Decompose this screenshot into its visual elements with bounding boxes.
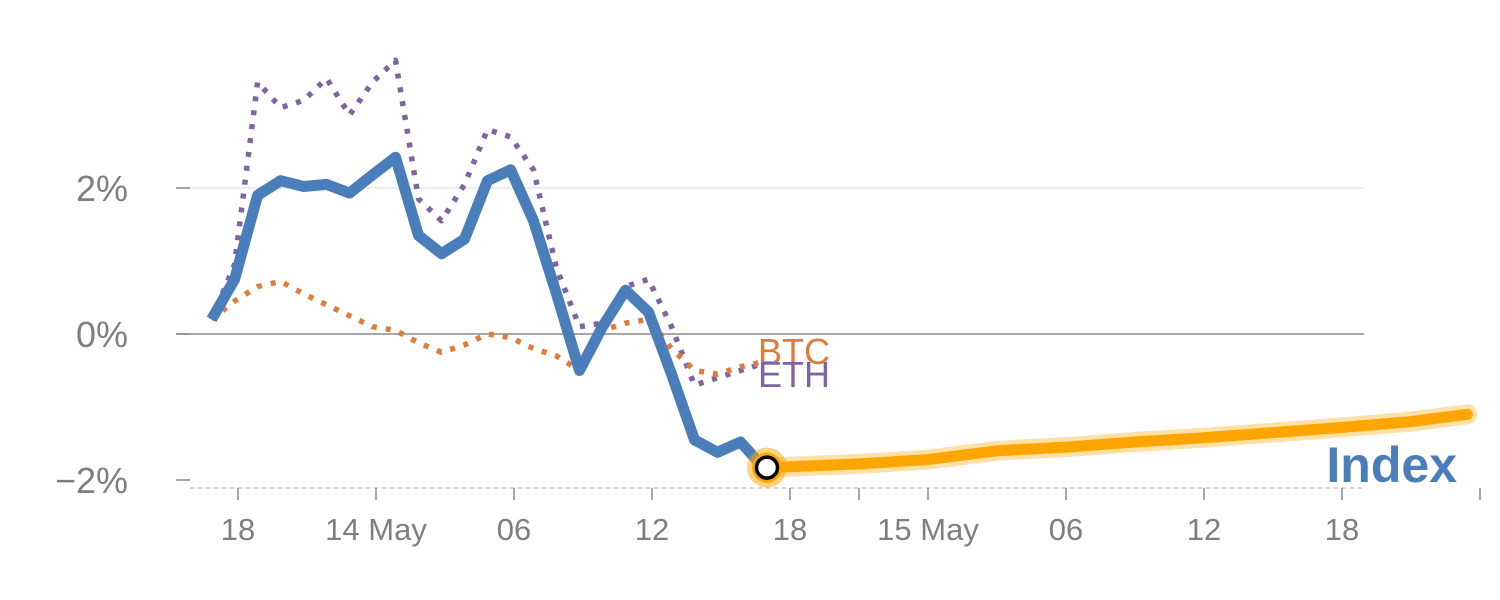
x-tick-label: 18: [221, 512, 255, 547]
x-tick-label: 06: [497, 512, 531, 547]
series-layer: [206, 57, 1478, 488]
x-tick-label: 15 May: [877, 512, 979, 547]
x-tick-label: 12: [1187, 512, 1221, 547]
marker-point: [754, 455, 780, 480]
label-layer: BTC ETH Index: [758, 331, 1457, 493]
series-btc: [209, 278, 765, 377]
y-tick-label: −2%: [55, 460, 128, 501]
axis-layer: 2% 0% −2% 18 14 May 06 12 18 15 May 06 12 18: [55, 168, 1481, 547]
x-tick-label: 18: [1325, 512, 1359, 547]
y-tick-label: 2%: [76, 168, 128, 209]
annotation-eth: ETH: [758, 354, 830, 395]
series-eth: [209, 57, 765, 388]
annotation-btc: BTC: [758, 331, 830, 372]
grid-layer: [176, 187, 1364, 489]
x-tick-label: 18: [773, 512, 807, 547]
series-projection: [761, 408, 1473, 474]
annotation-index: Index: [1326, 437, 1457, 493]
x-tick-label: 06: [1049, 512, 1083, 547]
x-tick-label: 12: [635, 512, 669, 547]
x-tick-label: 14 May: [325, 512, 427, 547]
series-index: [206, 151, 768, 472]
y-tick-label: 0%: [76, 314, 128, 355]
